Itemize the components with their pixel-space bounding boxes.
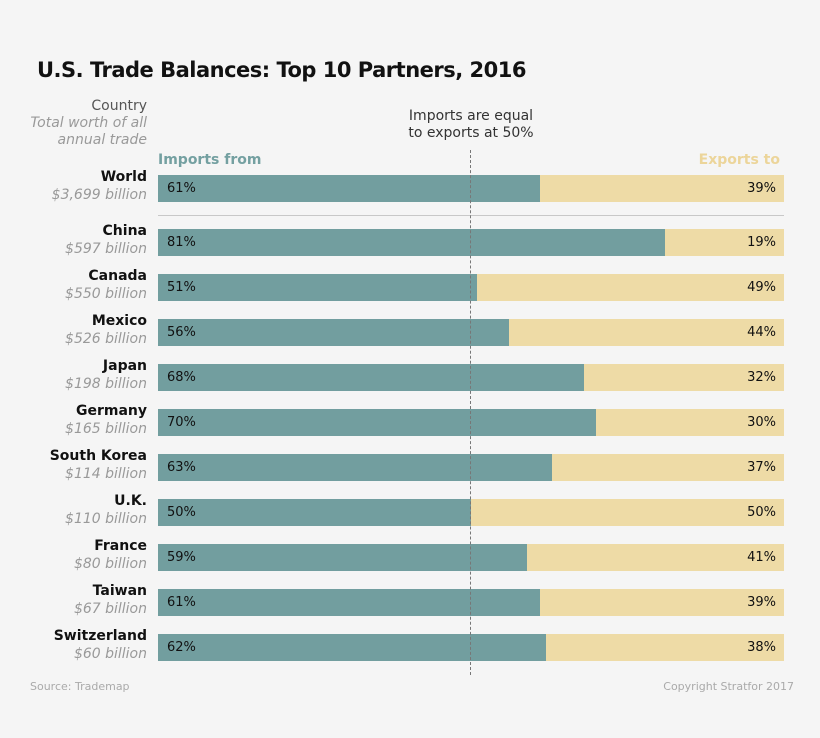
copyright-note: Copyright Stratfor 2017 <box>663 680 794 693</box>
imports-label: 68% <box>167 370 196 385</box>
category-header: Country Total worth of all annual trade <box>22 98 147 149</box>
imports-bar <box>158 175 540 202</box>
imports-label: 81% <box>167 235 196 250</box>
legend-imports: Imports from <box>158 152 262 168</box>
exports-label: 49% <box>747 280 776 295</box>
country-total: $526 billion <box>65 331 147 347</box>
imports-label: 62% <box>167 640 196 655</box>
country-name: Japan <box>102 358 147 374</box>
country-header: Country <box>91 98 147 114</box>
reference-annotation: Imports are equal to exports at 50% <box>408 108 534 141</box>
country-total: $198 billion <box>65 376 147 392</box>
chart-title: U.S. Trade Balances: Top 10 Partners, 20… <box>37 58 527 82</box>
exports-label: 19% <box>747 235 776 250</box>
country-total: $597 billion <box>65 241 147 257</box>
imports-bar <box>158 589 540 616</box>
country-name: World <box>100 169 147 185</box>
country-name: China <box>102 223 147 239</box>
imports-label: 59% <box>167 550 196 565</box>
imports-bar <box>158 319 509 346</box>
country-total: $60 billion <box>73 646 147 662</box>
exports-label: 32% <box>747 370 776 385</box>
imports-bar <box>158 454 553 481</box>
exports-bar <box>508 319 784 346</box>
country-name: Germany <box>75 403 147 419</box>
exports-label: 30% <box>747 415 776 430</box>
imports-label: 51% <box>167 280 196 295</box>
imports-bar <box>158 499 471 526</box>
exports-bar <box>596 409 784 436</box>
country-name: U.K. <box>114 493 147 509</box>
exports-bar <box>665 229 784 256</box>
exports-label: 50% <box>747 505 776 520</box>
legend-exports: Exports to <box>698 152 780 168</box>
imports-bar <box>158 409 597 436</box>
exports-bar <box>552 454 784 481</box>
country-name: Mexico <box>91 313 147 329</box>
exports-label: 44% <box>747 325 776 340</box>
imports-bar <box>158 364 584 391</box>
exports-bar <box>539 175 784 202</box>
imports-label: 56% <box>167 325 196 340</box>
reference-line-50 <box>470 150 471 675</box>
imports-bar <box>158 544 528 571</box>
imports-label: 63% <box>167 460 196 475</box>
imports-label: 61% <box>167 595 196 610</box>
imports-bar <box>158 274 478 301</box>
exports-label: 37% <box>747 460 776 475</box>
country-total: $165 billion <box>65 421 147 437</box>
exports-label: 41% <box>747 550 776 565</box>
country-name: Canada <box>88 268 147 284</box>
exports-label: 38% <box>747 640 776 655</box>
exports-bar <box>527 544 784 571</box>
total-subheader: Total worth of all annual trade <box>30 115 147 148</box>
exports-bar <box>477 274 784 301</box>
country-total: $3,699 billion <box>51 187 147 203</box>
imports-label: 50% <box>167 505 196 520</box>
country-total: $80 billion <box>73 556 147 572</box>
imports-label: 61% <box>167 181 196 196</box>
exports-label: 39% <box>747 181 776 196</box>
exports-bar <box>546 634 784 661</box>
exports-bar <box>583 364 784 391</box>
exports-label: 39% <box>747 595 776 610</box>
imports-bar <box>158 229 666 256</box>
country-name: South Korea <box>49 448 147 464</box>
country-total: $550 billion <box>65 286 147 302</box>
source-note: Source: Trademap <box>30 680 130 693</box>
world-separator <box>158 215 784 216</box>
exports-bar <box>539 589 784 616</box>
imports-label: 70% <box>167 415 196 430</box>
country-name: Switzerland <box>53 628 147 644</box>
country-name: France <box>94 538 147 554</box>
imports-bar <box>158 634 547 661</box>
country-total: $67 billion <box>73 601 147 617</box>
exports-bar <box>471 499 784 526</box>
country-total: $110 billion <box>65 511 147 527</box>
country-name: Taiwan <box>92 583 147 599</box>
country-total: $114 billion <box>65 466 147 482</box>
